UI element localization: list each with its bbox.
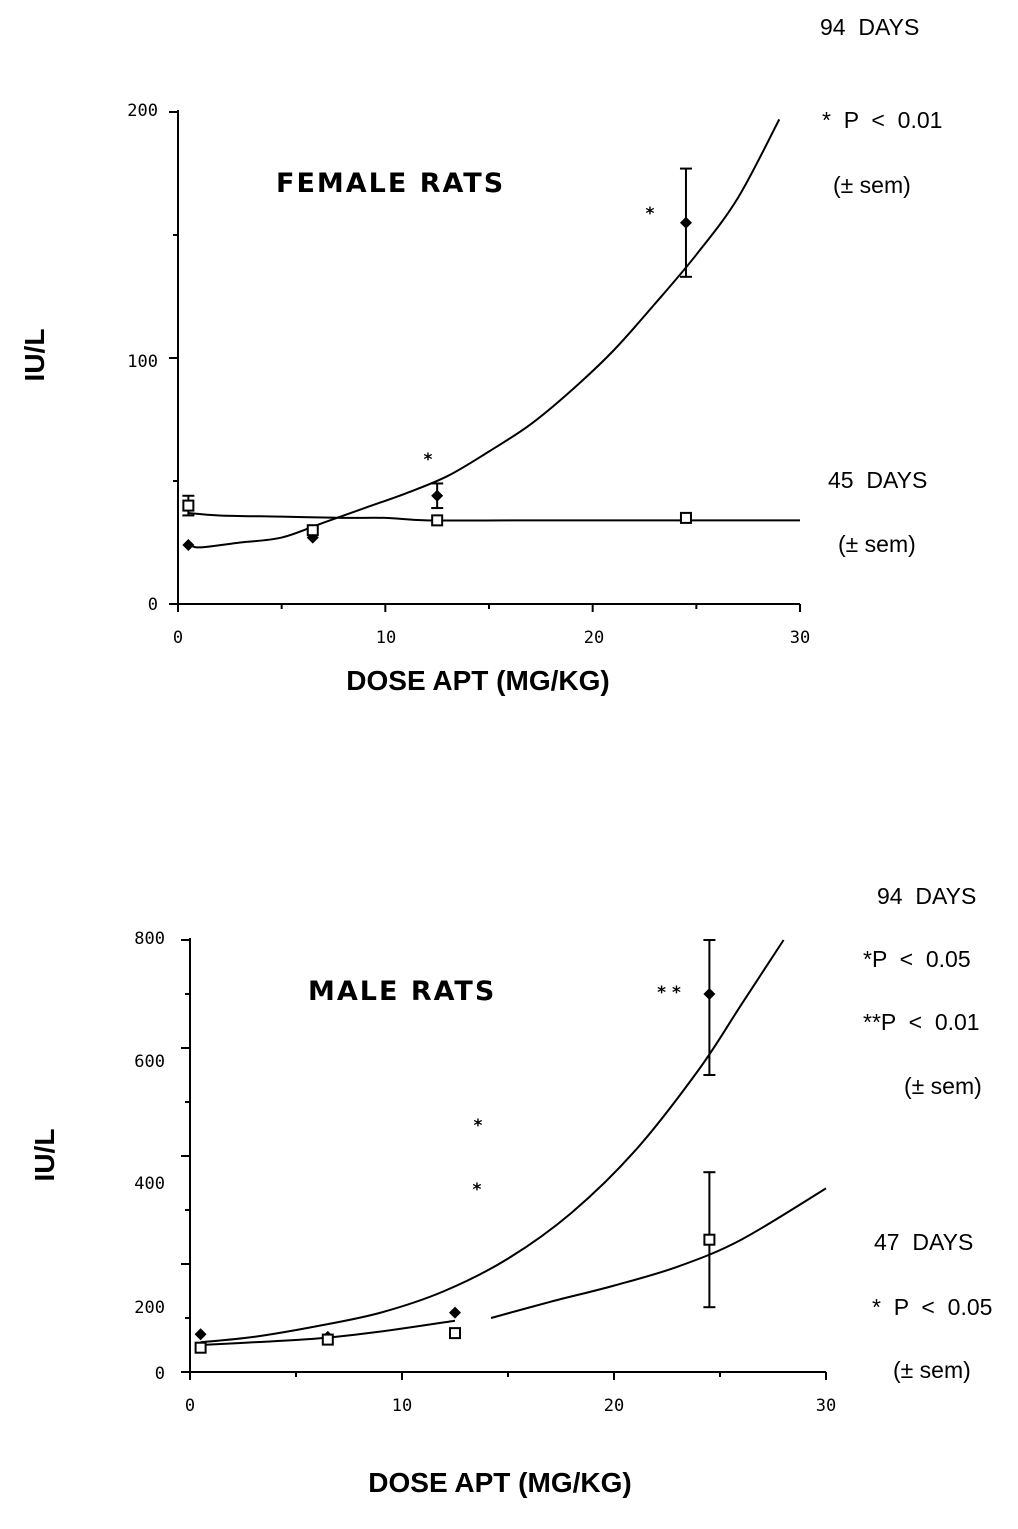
male-diamond-point	[703, 988, 716, 1000]
male-y-axis-title: IU/L	[29, 1129, 60, 1182]
female-x-tick-label: 0	[173, 628, 183, 648]
female-marks	[182, 118, 800, 551]
female-annotation-p-value: * P < 0.01	[822, 107, 942, 133]
female-y-tick-label: 200	[127, 101, 158, 121]
female-x-tick-label: 20	[584, 628, 604, 648]
male-x-tick-label: 20	[604, 1396, 624, 1416]
male-y-tick-label: 0	[155, 1364, 165, 1384]
male-x-tick-label: 30	[816, 1396, 836, 1416]
female-square-point	[431, 514, 444, 527]
male-annotation-94-days: 94 DAYS	[877, 883, 976, 909]
female-significance-star: *	[646, 204, 655, 224]
male-y-tick-label: 200	[134, 1298, 165, 1318]
female-annotation-sem-45: (± sem)	[838, 531, 916, 557]
female-annotation-94-days: 94 DAYS	[820, 14, 919, 40]
female-x-tick-label: 30	[790, 628, 810, 648]
male-square-fit-curve	[490, 1187, 827, 1319]
male-x-axis-title: DOSE APT (MG/KG)	[368, 1467, 631, 1498]
female-ticks	[169, 111, 801, 612]
male-y-tick-label: 600	[134, 1052, 165, 1072]
male-significance-star: *	[473, 1180, 482, 1200]
male-annotation-sem-94: (± sem)	[904, 1073, 982, 1099]
male-annotation-p-005: *P < 0.05	[863, 946, 971, 972]
female-chart: 200 100 0 0 10 20 30 FEMALE RATS DOSE AP…	[19, 14, 942, 696]
male-y-tick-label: 400	[134, 1174, 165, 1194]
female-panel-label: FEMALE RATS	[276, 168, 505, 199]
female-x-tick-label: 10	[376, 628, 396, 648]
male-annotation-sem-47: (± sem)	[893, 1357, 971, 1383]
male-significance-star: * *	[657, 983, 681, 1003]
male-annotation-p-005-47: * P < 0.05	[872, 1294, 992, 1320]
female-square-point	[306, 524, 319, 537]
male-x-tick-label: 10	[392, 1396, 412, 1416]
female-diamond-point	[679, 216, 692, 229]
male-diamond-fit-curve	[200, 939, 785, 1344]
female-diamond-point	[182, 538, 195, 551]
male-chart: 800 600 400 200 0 0 10 20 30 MALE RATS D…	[29, 883, 992, 1498]
female-square-point	[182, 499, 195, 512]
female-y-tick-label: 100	[127, 352, 158, 372]
male-annotation-p-001: **P < 0.01	[863, 1009, 980, 1035]
female-y-axis-title: IU/L	[19, 329, 50, 382]
male-square-point	[449, 1327, 461, 1340]
male-diamond-point	[194, 1328, 207, 1341]
female-annotation-45-days: 45 DAYS	[828, 467, 927, 493]
female-square-fit-curve	[188, 511, 800, 522]
female-y-tick-label: 0	[148, 595, 158, 615]
male-square-fit-curve	[200, 1319, 456, 1346]
male-panel-label: MALE RATS	[308, 976, 496, 1007]
female-square-point	[679, 511, 692, 524]
male-x-tick-label: 0	[185, 1396, 195, 1416]
female-significance-star: *	[424, 450, 433, 470]
male-diamond-point	[449, 1306, 461, 1319]
female-diamond-fit-curve	[187, 118, 781, 549]
male-square-point	[194, 1341, 207, 1354]
male-square-point	[703, 1233, 716, 1246]
female-x-axis-title: DOSE APT (MG/KG)	[346, 665, 609, 696]
male-marks	[194, 939, 827, 1354]
male-y-tick-label: 800	[134, 929, 165, 949]
male-significance-star: *	[474, 1116, 483, 1136]
male-ticks	[181, 939, 827, 1380]
female-diamond-point	[431, 489, 444, 502]
male-square-point	[321, 1333, 334, 1346]
female-annotation-sem-94: (± sem)	[833, 172, 911, 198]
male-annotation-47-days: 47 DAYS	[874, 1229, 973, 1255]
